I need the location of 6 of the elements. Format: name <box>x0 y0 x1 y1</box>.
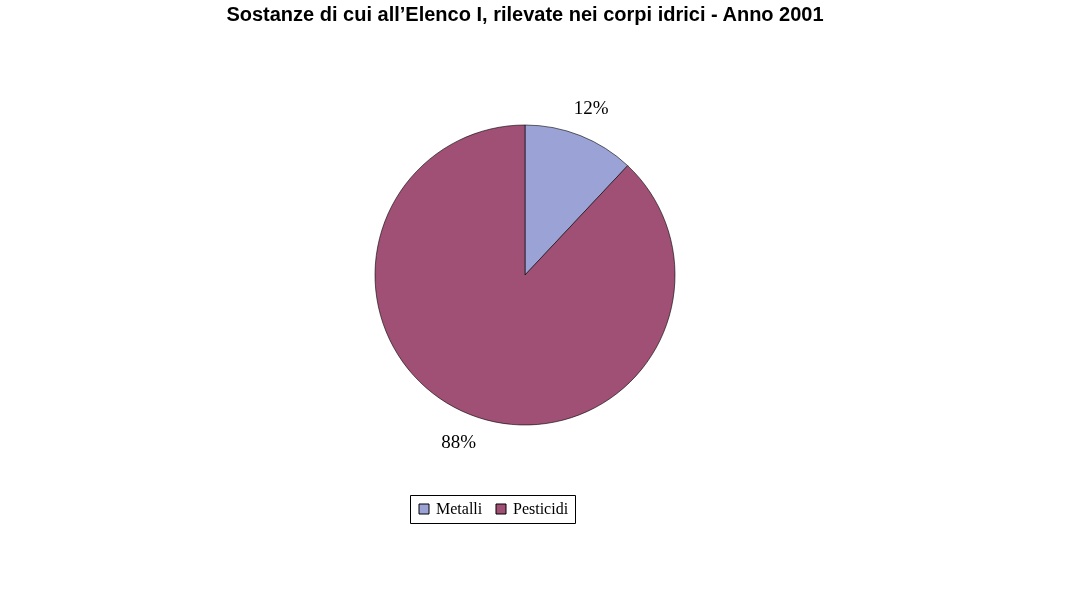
pie-slice <box>374 124 676 426</box>
chart-title: Sostanze di cui all’Elenco I, rilevate nei corpi idrici - Anno 2001 <box>226 3 824 25</box>
legend-label: Pesticidi <box>513 500 569 517</box>
data-label: 88% <box>441 431 477 453</box>
data-label: 12% <box>573 96 609 118</box>
legend-label: Metalli <box>436 500 483 517</box>
